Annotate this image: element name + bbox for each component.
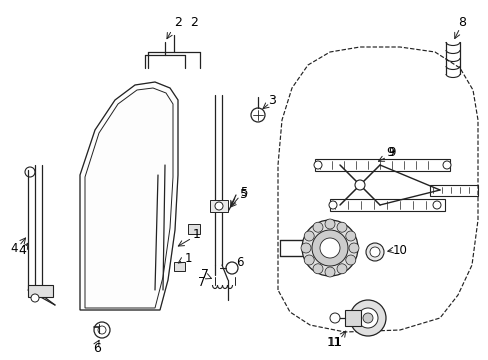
Circle shape — [329, 313, 339, 323]
Circle shape — [336, 264, 346, 274]
Circle shape — [362, 313, 372, 323]
Text: 11: 11 — [327, 336, 342, 348]
Text: 5: 5 — [240, 189, 247, 202]
Circle shape — [349, 300, 385, 336]
Circle shape — [328, 201, 336, 209]
Circle shape — [325, 267, 334, 277]
Bar — [314, 159, 449, 171]
Circle shape — [225, 262, 238, 274]
Circle shape — [312, 222, 323, 232]
Circle shape — [250, 108, 264, 122]
Circle shape — [336, 222, 346, 232]
Bar — [429, 185, 477, 196]
Text: 5: 5 — [240, 186, 247, 199]
Circle shape — [313, 161, 321, 169]
Bar — [329, 199, 444, 211]
Polygon shape — [80, 82, 178, 310]
Text: 7: 7 — [198, 276, 205, 289]
Circle shape — [348, 243, 358, 253]
Text: 6: 6 — [236, 256, 243, 269]
Text: 10: 10 — [392, 243, 407, 256]
Bar — [209, 200, 227, 212]
Text: 1: 1 — [193, 229, 201, 242]
Circle shape — [442, 161, 450, 169]
Circle shape — [312, 264, 323, 274]
Text: 11: 11 — [326, 337, 341, 350]
Text: 9: 9 — [385, 145, 393, 158]
Circle shape — [31, 294, 39, 302]
Circle shape — [94, 322, 110, 338]
Circle shape — [302, 220, 357, 276]
Bar — [187, 224, 200, 234]
Text: 4: 4 — [18, 243, 26, 256]
Text: 9: 9 — [387, 147, 395, 159]
Bar — [345, 310, 360, 326]
Circle shape — [304, 231, 314, 241]
Text: 7: 7 — [201, 269, 208, 282]
Circle shape — [319, 238, 339, 258]
Circle shape — [215, 202, 223, 210]
Circle shape — [345, 255, 355, 265]
Text: 8: 8 — [457, 15, 465, 28]
Text: 4: 4 — [10, 242, 18, 255]
Text: 2: 2 — [190, 15, 198, 28]
Text: 3: 3 — [267, 94, 275, 107]
Circle shape — [357, 308, 377, 328]
Text: 2: 2 — [174, 15, 182, 28]
Circle shape — [311, 230, 347, 266]
Circle shape — [325, 219, 334, 229]
Circle shape — [301, 243, 310, 253]
Circle shape — [354, 180, 364, 190]
Bar — [174, 262, 184, 271]
Circle shape — [345, 231, 355, 241]
Circle shape — [432, 201, 440, 209]
Text: 1: 1 — [184, 252, 191, 265]
Bar — [28, 285, 53, 297]
Circle shape — [365, 243, 383, 261]
Text: 6: 6 — [93, 342, 101, 355]
Circle shape — [369, 247, 379, 257]
Circle shape — [304, 255, 314, 265]
